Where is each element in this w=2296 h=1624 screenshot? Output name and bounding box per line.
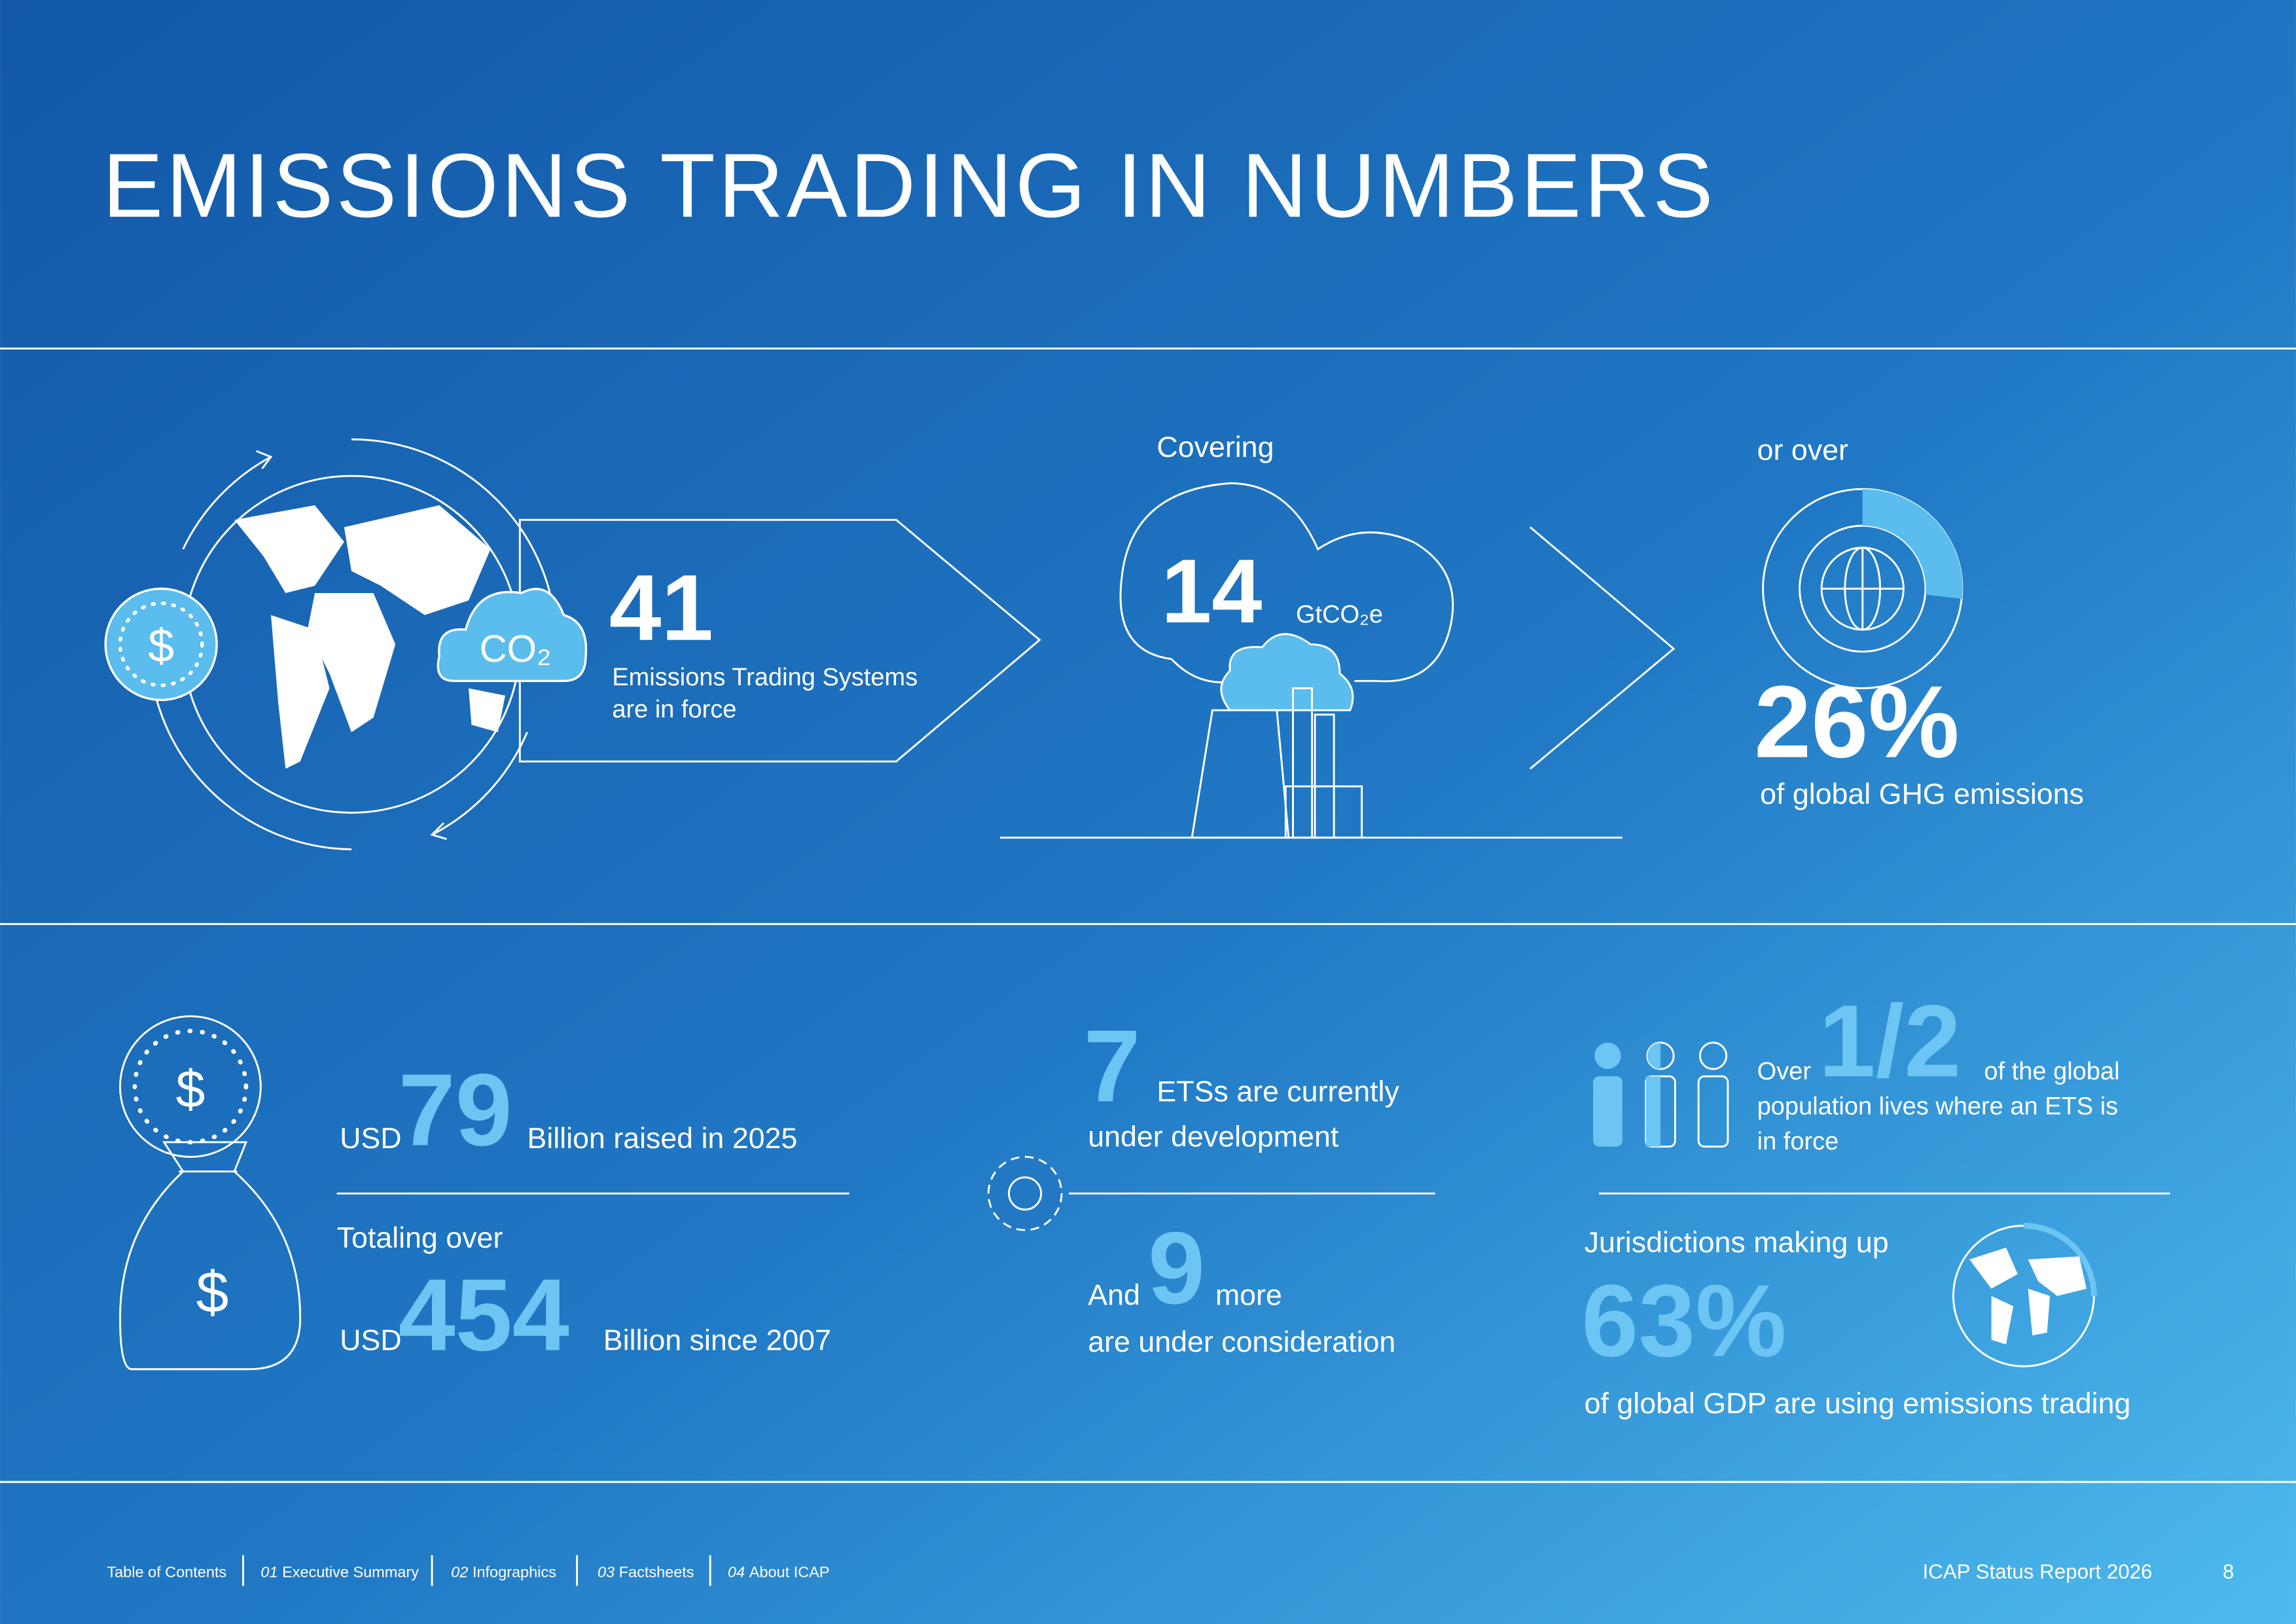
ets-label: Emissions Trading Systems [612, 664, 918, 691]
population-value: 1/2 [1819, 984, 1962, 1098]
nav-label: About ICAP [749, 1563, 830, 1580]
money-bag [119, 1141, 302, 1371]
co2-cloud [437, 587, 588, 682]
currency: USD [340, 1324, 401, 1357]
cycle-arrow [182, 456, 272, 550]
gear [987, 1155, 1063, 1231]
total-value: 454 [399, 1258, 569, 1373]
nav-number: 04 [728, 1563, 745, 1580]
dollar-sign: $ [148, 620, 174, 672]
population-intro: Over [1757, 1058, 1812, 1085]
page-number: 8 [2223, 1561, 2234, 1583]
share-intro: or over [1757, 433, 1848, 466]
nav-link[interactable]: Table of Contents [107, 1563, 226, 1580]
dollar-sign: $ [196, 1259, 229, 1324]
nav-label: Executive Summary [282, 1563, 419, 1580]
nav-link[interactable]: 02 Infographics [451, 1563, 556, 1580]
co2-label: CO₂ [480, 628, 552, 670]
revenue-label: Billion raised in 2025 [527, 1122, 797, 1155]
total-label: Billion since 2007 [603, 1324, 831, 1357]
gdp-label: of global GDP are using emissions tradin… [1585, 1387, 2131, 1420]
coverage-intro: Covering [1157, 431, 1274, 463]
nav-number: 02 [451, 1563, 468, 1580]
person-icon [1594, 1042, 1621, 1070]
coin [119, 1015, 262, 1158]
total-intro: Totaling over [337, 1221, 503, 1254]
person-icon [1698, 1041, 1728, 1070]
revenue-block: $ $ USD 79 Billion raised in 2025 Totali… [119, 1015, 850, 1373]
chevron [1529, 526, 1676, 770]
nav-link[interactable]: 04 About ICAP [728, 1563, 830, 1580]
nav-label: Factsheets [619, 1563, 694, 1580]
gdp-value: 63% [1581, 1264, 1786, 1379]
nav-link[interactable]: 01 Executive Summary [260, 1563, 419, 1580]
dollar-sign: $ [176, 1060, 206, 1119]
population-label: of the global [1984, 1058, 2119, 1085]
population-label: population lives where an ETS is [1757, 1092, 2119, 1120]
more-value: 9 [1148, 1211, 1205, 1326]
nav-label: Infographics [473, 1563, 556, 1580]
ets-value: 41 [609, 556, 713, 660]
ets-label: are in force [612, 696, 736, 723]
share-block: or over 26% of global GHG emissions [1754, 433, 2084, 810]
donut-arc [1862, 489, 1963, 599]
pipeline-value: 7 [1084, 1009, 1141, 1123]
footer: Table of Contents 01 Executive Summary 02… [107, 1555, 2234, 1586]
population-block: Over 1/2 of the global population lives … [1581, 984, 2170, 1420]
share-label: of global GHG emissions [1760, 778, 2084, 810]
smoke-cloud [1220, 633, 1354, 712]
pipeline-label: ETSs are currently [1157, 1075, 1399, 1108]
more-label: more [1215, 1278, 1282, 1311]
more-label: are under consideration [1088, 1326, 1395, 1358]
coverage-block: Covering 14 GtCO₂e [1000, 431, 1676, 839]
coverage-unit: GtCO₂e [1296, 601, 1383, 628]
nav-link[interactable]: 03 Factsheets [598, 1563, 694, 1580]
pipeline-label: under development [1088, 1121, 1339, 1153]
arrow-banner [518, 518, 1041, 763]
continents [234, 505, 505, 769]
pipeline-block: 7 ETSs are currently under development A… [987, 1009, 1435, 1358]
share-value: 26% [1754, 665, 1959, 780]
cloud-outline [1119, 482, 1454, 683]
ets-block: $ CO₂ 41 Emissions Trading Systems are i… [104, 438, 1041, 851]
cycle-arrow [152, 688, 352, 851]
population-label: in force [1757, 1128, 1839, 1155]
revenue-value: 79 [399, 1053, 512, 1167]
currency: USD [340, 1122, 401, 1155]
gdp-intro: Jurisdictions making up [1585, 1226, 1889, 1259]
report-name: ICAP Status Report 2026 [1922, 1561, 2152, 1583]
nav-number: 01 [260, 1563, 278, 1580]
coverage-value: 14 [1161, 541, 1262, 642]
nav-number: 03 [598, 1563, 615, 1580]
more-intro: And [1088, 1278, 1140, 1311]
page-title: EMISSIONS TRADING IN NUMBERS [103, 135, 1716, 236]
